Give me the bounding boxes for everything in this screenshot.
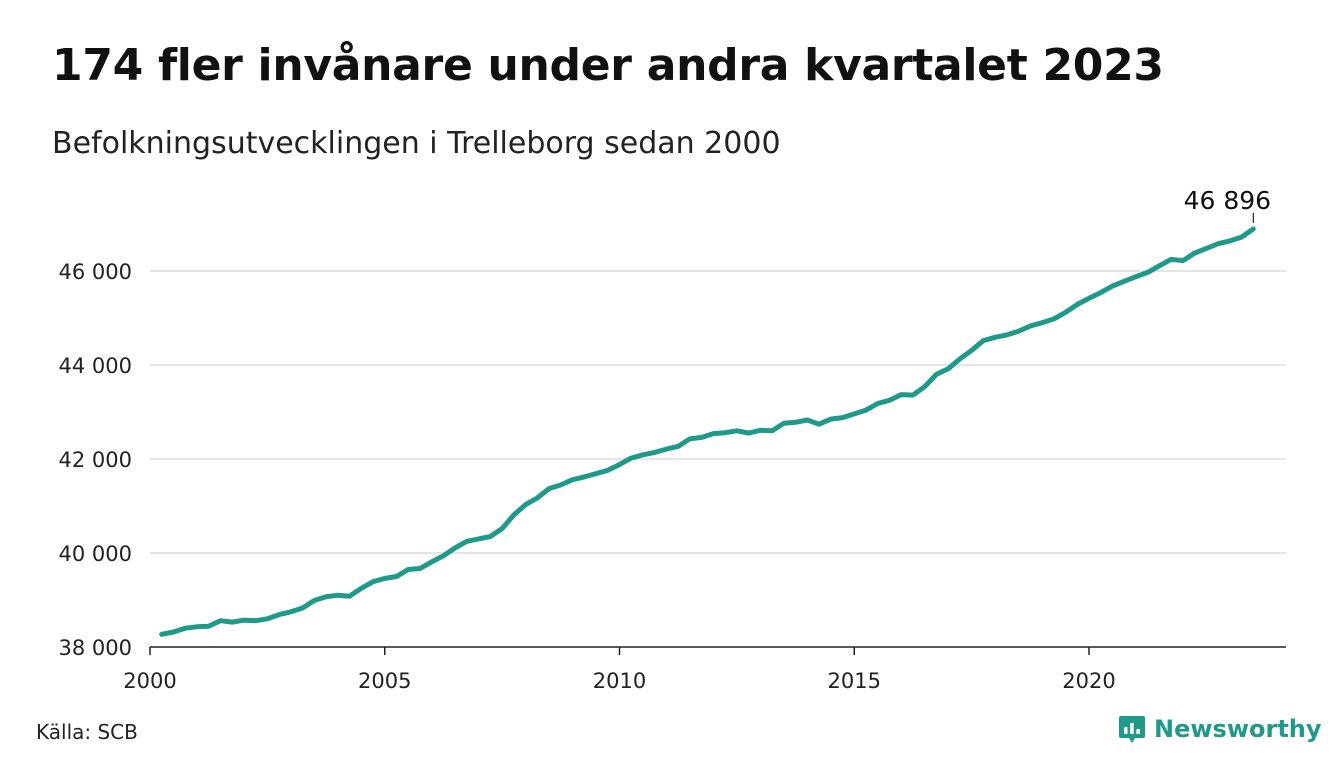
chart-title: 174 fler invånare under andra kvartalet …	[52, 40, 1164, 91]
y-axis: 38 000 40 000 42 000 44 000 46 000	[59, 260, 132, 660]
end-value-label: 46 896	[1184, 186, 1271, 215]
x-tick-label: 2020	[1062, 669, 1115, 693]
x-tick-label: 2005	[358, 669, 411, 693]
y-tick-label: 38 000	[59, 636, 132, 660]
y-tick-label: 42 000	[59, 448, 132, 472]
y-tick-label: 44 000	[59, 354, 132, 378]
x-tick-label: 2015	[828, 669, 881, 693]
brand-name: Newsworthy	[1154, 715, 1322, 743]
y-tick-label: 40 000	[59, 542, 132, 566]
x-axis: 2000 2005 2010 2015 2020	[123, 647, 1116, 693]
brand-logo: Newsworthy	[1118, 714, 1322, 744]
y-tick-label: 46 000	[59, 260, 132, 284]
chart-subtitle: Befolkningsutvecklingen i Trelleborg sed…	[52, 126, 781, 161]
gridlines	[150, 270, 1286, 554]
source-label: Källa: SCB	[36, 720, 138, 744]
newsworthy-logo-icon	[1119, 716, 1145, 743]
x-tick-label: 2000	[123, 669, 176, 693]
x-tick-label: 2010	[593, 669, 646, 693]
population-series-line	[159, 226, 1256, 637]
